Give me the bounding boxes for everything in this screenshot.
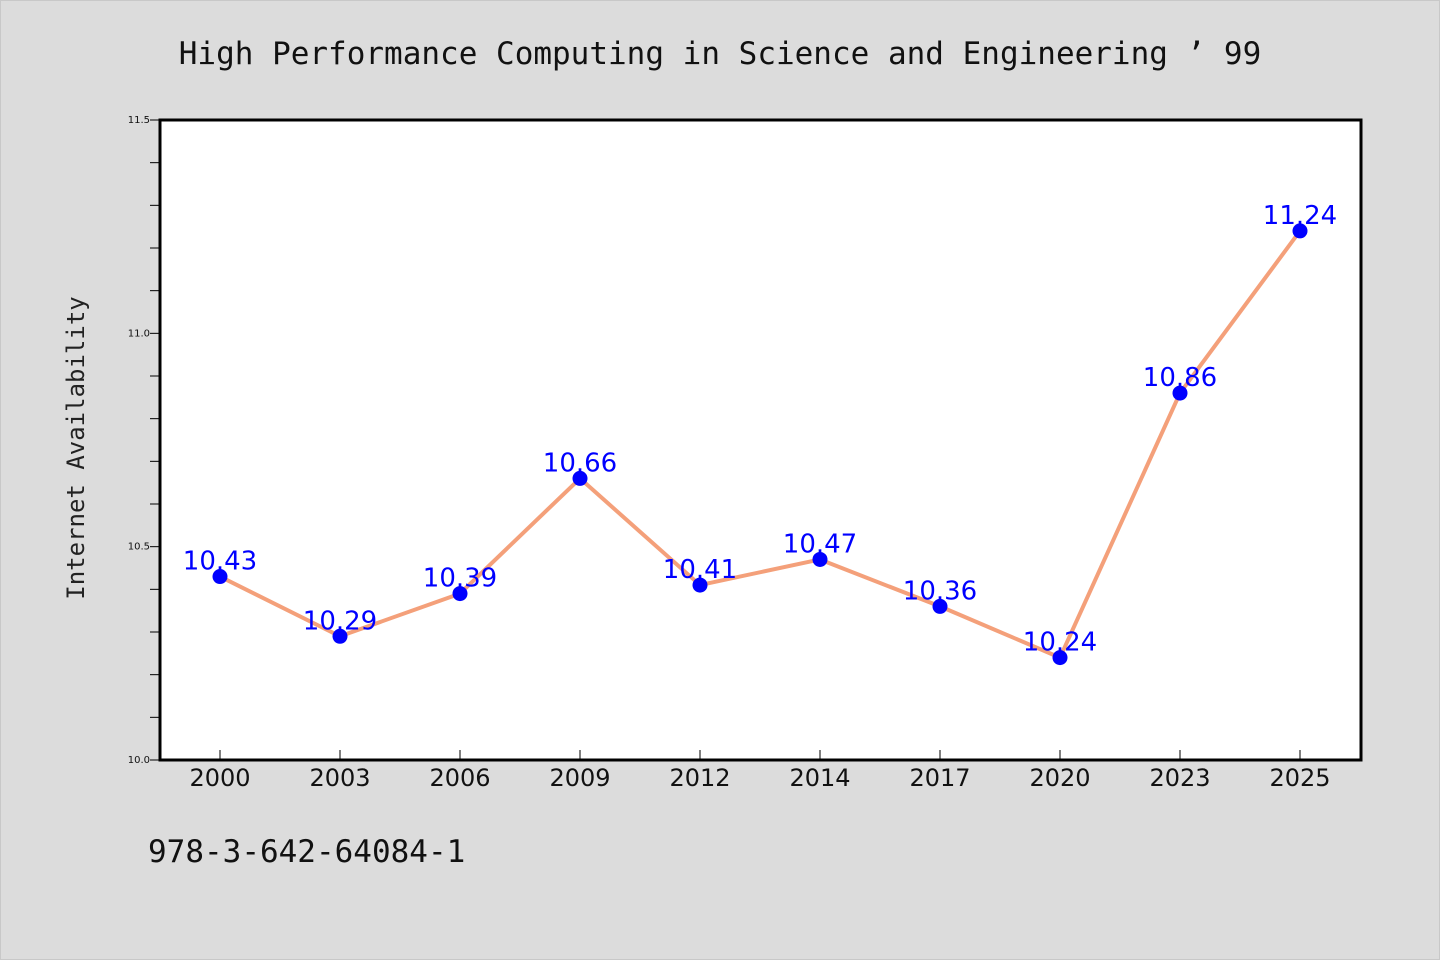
plot-area <box>158 118 1363 762</box>
x-tick-label: 2025 <box>1269 764 1330 792</box>
x-tick-label: 2003 <box>309 764 370 792</box>
data-label: 11.24 <box>1263 201 1337 231</box>
x-tick-label: 2023 <box>1149 764 1210 792</box>
data-point-marker <box>1172 385 1188 401</box>
data-label: 10.86 <box>1143 363 1217 393</box>
x-axis-ticks: 2000 2003 2006 2009 2012 2014 2017 2020 2023 2025 <box>189 750 1331 792</box>
data-point-marker <box>452 586 468 602</box>
data-point-marker <box>572 470 588 486</box>
y-tick-label: 10.0 <box>128 755 150 766</box>
chart-title: High Performance Computing in Science an… <box>178 36 1262 72</box>
data-label: 10.41 <box>663 555 737 585</box>
data-point-marker <box>212 569 228 585</box>
data-markers <box>212 223 1308 666</box>
data-point-marker <box>932 598 948 614</box>
y-axis-ticks: 10.0 10.5 11.0 11.5 <box>128 115 160 766</box>
x-tick-label: 2009 <box>549 764 610 792</box>
x-tick-label: 2006 <box>429 764 490 792</box>
data-label: 10.24 <box>1023 628 1097 658</box>
x-tick-label: 2014 <box>789 764 850 792</box>
data-point-marker <box>812 551 828 567</box>
data-label: 10.29 <box>303 606 377 636</box>
data-point-marker <box>332 628 348 644</box>
y-tick-label: 10.5 <box>128 542 150 553</box>
data-point-marker <box>692 577 708 593</box>
y-tick-label: 11.0 <box>128 328 150 339</box>
x-tick-label: 2020 <box>1029 764 1090 792</box>
series-line-group <box>219 229 1302 660</box>
data-label: 10.43 <box>183 547 257 577</box>
data-label: 10.47 <box>783 529 857 559</box>
series-line <box>219 229 1302 660</box>
data-point-marker <box>1052 650 1068 666</box>
x-tick-label: 2017 <box>909 764 970 792</box>
x-tick-label: 2000 <box>189 764 250 792</box>
x-tick-label: 2012 <box>669 764 730 792</box>
data-labels: 10.43 10.29 10.39 10.66 10.41 10.47 10.36 10.24… <box>183 201 1337 658</box>
y-tick-label: 11.5 <box>128 115 150 126</box>
data-label: 10.66 <box>543 448 617 478</box>
data-label: 10.39 <box>423 564 497 594</box>
data-point-marker <box>1292 223 1308 239</box>
data-label: 10.36 <box>903 576 977 606</box>
footer-isbn: 978-3-642-64084-1 <box>148 834 466 870</box>
